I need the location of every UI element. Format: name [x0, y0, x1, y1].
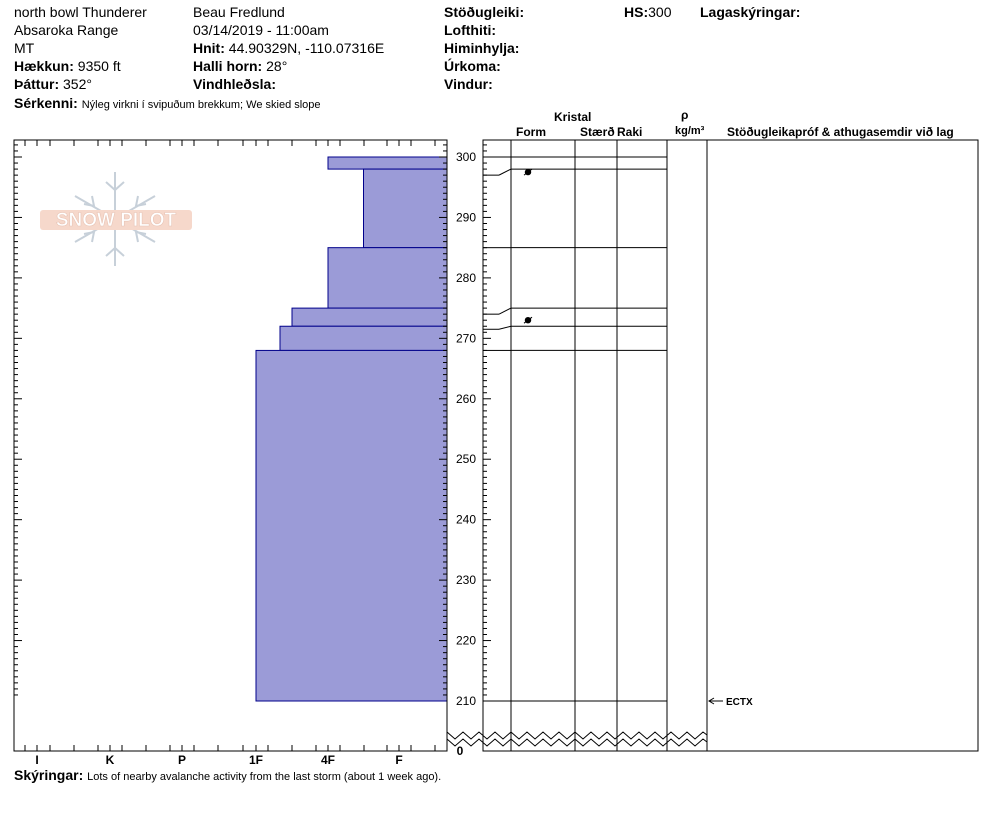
hardness-tick-label: K — [106, 753, 115, 767]
datetime: 03/14/2019 - 11:00am — [193, 22, 329, 38]
axis-break-upper — [446, 731, 708, 740]
layer-notes-label: Lagaskýringar: — [700, 4, 801, 20]
wind-loading-label: Vindhleðsla: — [193, 76, 276, 92]
coords-value: 44.90329N, -110.07316E — [228, 40, 385, 56]
height-tick-label: 260 — [456, 392, 476, 406]
layer-boundary-connector — [498, 168, 512, 176]
location-name: north bowl Thunderer — [14, 4, 147, 20]
features: Sérkenni: Nýleg virkni í svipuðum brekku… — [14, 95, 321, 114]
hardness-bar-2 — [327, 247, 448, 309]
size-header: Stærð — [580, 125, 615, 139]
hs-value: 300 — [648, 4, 672, 20]
test-label: ECTX — [726, 697, 753, 708]
wind-label: Vindur: — [444, 76, 493, 92]
elevation: Hækkun: 9350 ft — [14, 58, 121, 75]
height-tick-label: 290 — [456, 210, 476, 224]
height-tick-label: 300 — [456, 150, 476, 164]
aspect-value: 352° — [63, 76, 92, 92]
height-tick-label: 270 — [456, 331, 476, 345]
stability-label: Stöðugleiki: — [444, 4, 525, 20]
snow-pilot-logo: SNOW PILOT — [40, 172, 192, 266]
features-label: Sérkenni: — [14, 95, 78, 111]
hardness-bar-5 — [255, 349, 448, 702]
observer: Beau Fredlund — [193, 4, 285, 20]
sky-label: Himinhylja: — [444, 40, 520, 56]
hardness-axis: I K P 1F 4F F — [24, 140, 436, 767]
height-tick-label: 220 — [456, 634, 476, 648]
precip-label: Úrkoma: — [444, 58, 501, 74]
hardness-tick-label: I — [35, 753, 38, 767]
hardness-bar-1 — [363, 168, 448, 249]
logo-banner — [40, 210, 192, 230]
slope-value: 28° — [266, 58, 288, 74]
slope-angle: Halli horn: 28° — [193, 58, 287, 75]
form-header: Form — [516, 125, 546, 139]
crystal-table-frame — [482, 139, 979, 752]
grain-marker-slash — [523, 168, 533, 176]
height-tick-label: 240 — [456, 513, 476, 527]
state: MT — [14, 40, 35, 56]
density-unit-header: kg/m³ — [675, 125, 705, 137]
height-tick-label: 280 — [456, 271, 476, 285]
elevation-value: 9350 ft — [77, 58, 121, 74]
crystal-header: Kristal — [554, 110, 592, 124]
layer-boundary-connector — [498, 307, 512, 315]
notes-label: Skýringar: — [14, 767, 84, 783]
hardness-bar-4 — [279, 325, 448, 351]
logo-text: SNOW PILOT — [56, 210, 177, 231]
notes-value: Lots of nearby avalanche activity from t… — [87, 771, 442, 783]
hardness-bar-3 — [291, 307, 448, 327]
grain-markers — [523, 168, 533, 324]
aspect: Þáttur: 352° — [14, 76, 92, 93]
hardness-bars — [255, 156, 448, 702]
hardness-tick-label: P — [178, 753, 186, 767]
features-value: Nýleg virkni í svipuðum brekkum; We skie… — [81, 99, 321, 111]
air-temp-label: Lofthiti: — [444, 22, 497, 38]
layer-boundary-connector — [498, 325, 512, 330]
hardness-bar-0 — [327, 156, 448, 170]
axis-break-lower — [446, 738, 708, 747]
stability-test-markers: ECTX — [708, 697, 753, 708]
hardness-tick-label: 1F — [249, 753, 263, 767]
moisture-header: Raki — [617, 125, 643, 139]
axis-break-label: 0 — [457, 744, 464, 758]
coordinates: Hnit: 44.90329N, -110.07316E — [193, 40, 384, 57]
coords-label: Hnit: — [193, 40, 225, 56]
layer-boundaries — [483, 156, 667, 702]
aspect-label: Þáttur: — [14, 76, 60, 92]
height-tick-label: 250 — [456, 452, 476, 466]
hardness-tick-label: F — [395, 753, 402, 767]
rho-header: ρ — [681, 108, 689, 122]
notes: Skýringar: Lots of nearby avalanche acti… — [14, 767, 441, 786]
slope-label: Halli horn: — [193, 58, 263, 74]
height-axis: 300 290 280 270 260 250 240 230 220 210 — [14, 144, 491, 708]
grain-marker-slash — [523, 316, 533, 324]
hs-label: HS: — [624, 4, 649, 20]
tests-header: Stöðugleikapróf & athugasemdir við lag — [727, 125, 954, 139]
hardness-plot-frame — [13, 139, 448, 752]
test-arrow-head — [708, 697, 715, 705]
elevation-label: Hækkun: — [14, 58, 74, 74]
height-tick-label: 230 — [456, 573, 476, 587]
hardness-tick-label: 4F — [321, 753, 335, 767]
snow-height: HS:300 — [624, 4, 671, 21]
mountain-range: Absaroka Range — [14, 22, 119, 38]
height-tick-label: 210 — [456, 694, 476, 708]
